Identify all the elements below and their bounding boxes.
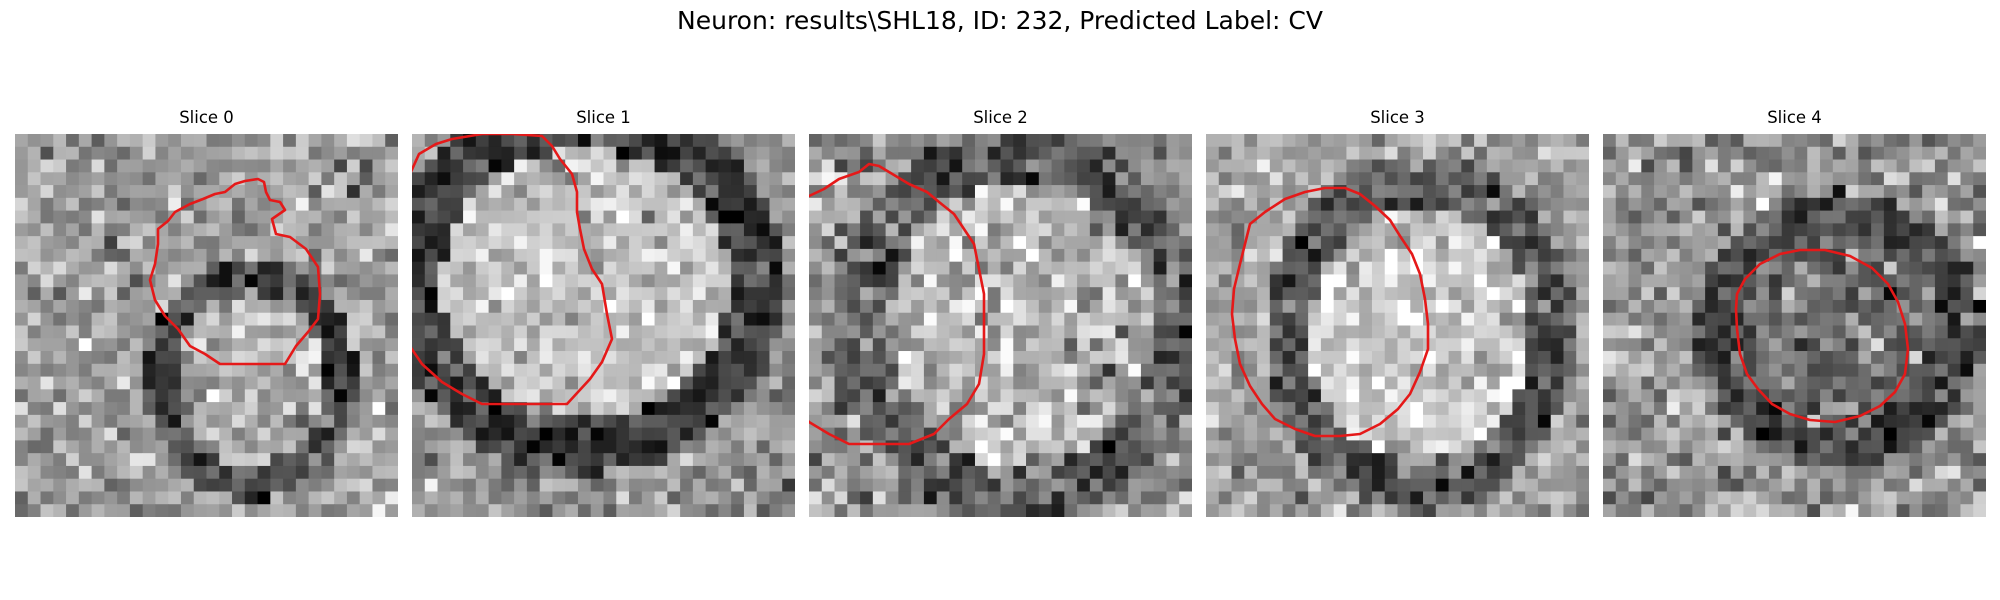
slice-title-2: Slice 2 <box>973 108 1028 127</box>
contour-outline-1 <box>412 134 614 406</box>
slice-title-3: Slice 3 <box>1370 108 1425 127</box>
contour-outline-4 <box>1734 248 1910 424</box>
slice-image-1 <box>412 134 795 517</box>
contour-outline-3 <box>1230 186 1430 438</box>
slice-image-4 <box>1603 134 1986 517</box>
slice-title-1: Slice 1 <box>576 108 631 127</box>
figure-title: Neuron: results\SHL18, ID: 232, Predicte… <box>677 6 1323 35</box>
slice-image-2 <box>809 134 1192 517</box>
slice-image-3 <box>1206 134 1589 517</box>
slice-title-4: Slice 4 <box>1767 108 1822 127</box>
slice-title-0: Slice 0 <box>179 108 234 127</box>
slice-image-0 <box>15 134 398 517</box>
contour-outline-0 <box>148 177 322 366</box>
contour-outline-2 <box>809 162 986 446</box>
